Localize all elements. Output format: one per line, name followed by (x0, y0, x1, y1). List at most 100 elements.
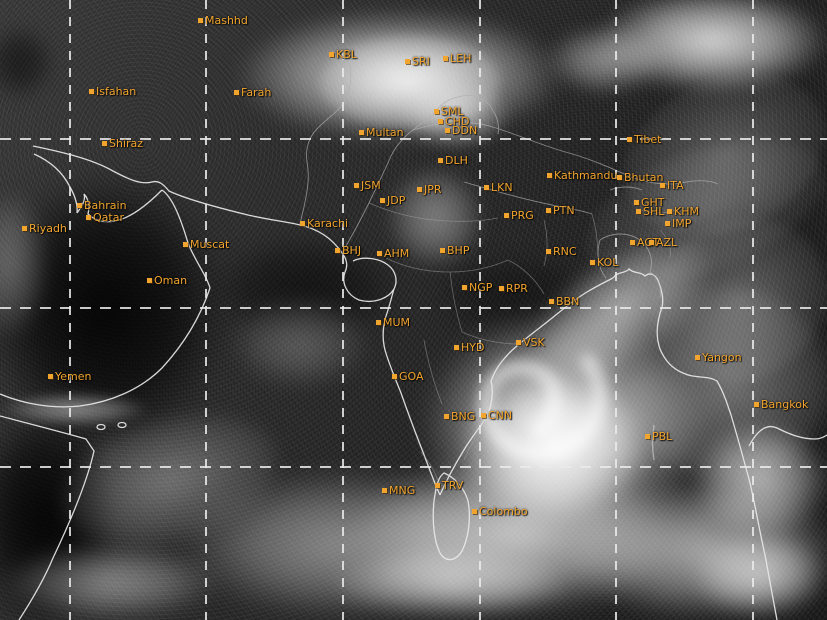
station-label-goa: GOA (392, 370, 424, 383)
latitude-gridline (0, 307, 827, 309)
station-label-text: Oman (154, 274, 188, 287)
station-marker-icon (660, 183, 665, 188)
station-marker-icon (234, 90, 239, 95)
station-label-text: BHP (447, 244, 470, 257)
station-marker-icon (89, 89, 94, 94)
station-marker-icon (435, 483, 440, 488)
longitude-gridline (205, 0, 207, 620)
station-label-text: KBL (336, 48, 357, 61)
longitude-gridline (69, 0, 71, 620)
station-label-ddn: DDN (445, 124, 477, 137)
station-marker-icon (444, 414, 449, 419)
station-label-text: AZL (656, 236, 678, 249)
station-label-text: BNG (451, 410, 476, 423)
cloud-mass (595, 0, 827, 93)
station-label-jpr: JPR (417, 183, 442, 196)
station-label-dlh: DLH (438, 154, 468, 167)
station-marker-icon (634, 200, 639, 205)
cloud-mass (230, 295, 370, 390)
station-label-text: Yemen (55, 370, 92, 383)
station-marker-icon (22, 226, 27, 231)
station-marker-icon (627, 137, 632, 142)
station-label-text: LEH (450, 52, 472, 65)
station-marker-icon (147, 278, 152, 283)
station-label-prg: PRG (504, 209, 534, 222)
station-label-text: Farah (241, 86, 272, 99)
station-label-muscat: Muscat (183, 238, 229, 251)
station-marker-icon (77, 203, 82, 208)
station-marker-icon (630, 240, 635, 245)
station-marker-icon (417, 187, 422, 192)
cloud-mass (330, 545, 570, 620)
station-label-text: Multan (366, 126, 404, 139)
station-marker-icon (462, 285, 467, 290)
station-label-text: MUM (383, 316, 411, 329)
station-marker-icon (440, 248, 445, 253)
station-label-qatar: Qatar (86, 211, 124, 224)
station-marker-icon (354, 183, 359, 188)
cloud-mass (690, 420, 827, 540)
station-label-jdp: JDP (380, 194, 405, 207)
station-label-chd: CHD (438, 115, 469, 128)
station-marker-icon (445, 128, 450, 133)
station-label-text: Shiraz (109, 137, 144, 150)
cloud-mass (690, 530, 827, 620)
station-label-text: Colombo (479, 505, 528, 518)
station-label-text: BBN (556, 295, 580, 308)
longitude-gridline (342, 0, 344, 620)
station-label-multan: Multan (359, 126, 404, 139)
station-label-text: GOA (399, 370, 424, 383)
station-label-sml: SML (434, 105, 464, 118)
station-label-text: JDP (387, 194, 406, 207)
station-label-lkn: LKN (484, 181, 513, 194)
station-label-text: HYD (461, 341, 485, 354)
station-label-riyadh: Riyadh (22, 222, 67, 235)
station-label-text: Yangon (702, 351, 742, 364)
station-label-mum: MUM (376, 316, 410, 329)
station-marker-icon (549, 299, 554, 304)
longitude-gridline (615, 0, 617, 620)
station-marker-icon (590, 260, 595, 265)
station-label-text: Riyadh (29, 222, 67, 235)
station-label-text: SML (441, 105, 464, 118)
station-label-text: VSK (523, 336, 545, 349)
station-label-mashhd: Mashhd (198, 14, 248, 27)
station-label-text: KOL (597, 256, 619, 269)
station-label-text: AHM (384, 247, 410, 260)
station-label-text: SRI (412, 55, 430, 68)
station-label-text: Tibet (634, 133, 662, 146)
station-label-ptn: PTN (546, 204, 575, 217)
station-marker-icon (546, 249, 551, 254)
station-marker-icon (546, 208, 551, 213)
latitude-gridline (0, 138, 827, 140)
station-label-colombo: Colombo (472, 505, 528, 518)
dark-landmass-arabia (0, 170, 230, 450)
station-marker-icon (438, 119, 443, 124)
station-label-text: CHD (445, 115, 470, 128)
station-label-rnc: RNC (546, 245, 577, 258)
longitude-gridline (479, 0, 481, 620)
station-label-ght: GHT (634, 196, 665, 209)
station-label-agt: AGT (630, 236, 659, 249)
cloud-mass (0, 392, 150, 427)
station-label-text: ITA (667, 179, 684, 192)
station-marker-icon (183, 242, 188, 247)
state-boundaries (368, 202, 677, 481)
station-label-text: TRV (442, 479, 464, 492)
station-label-text: RNC (553, 245, 577, 258)
station-label-text: PRG (511, 209, 534, 222)
station-marker-icon (377, 251, 382, 256)
station-marker-icon (636, 209, 641, 214)
station-label-text: Mashhd (205, 14, 248, 27)
station-marker-icon (499, 286, 504, 291)
station-label-khm: KHM (667, 205, 699, 218)
station-label-ngp: NGP (462, 281, 492, 294)
station-marker-icon (617, 175, 622, 180)
station-label-text: Qatar (93, 211, 124, 224)
station-label-text: CNN (488, 409, 513, 422)
station-label-mng: MNG (382, 484, 415, 497)
station-label-cnn: CNN (481, 409, 512, 422)
station-label-text: Bhutan (624, 171, 664, 184)
latitude-gridline (0, 466, 827, 468)
